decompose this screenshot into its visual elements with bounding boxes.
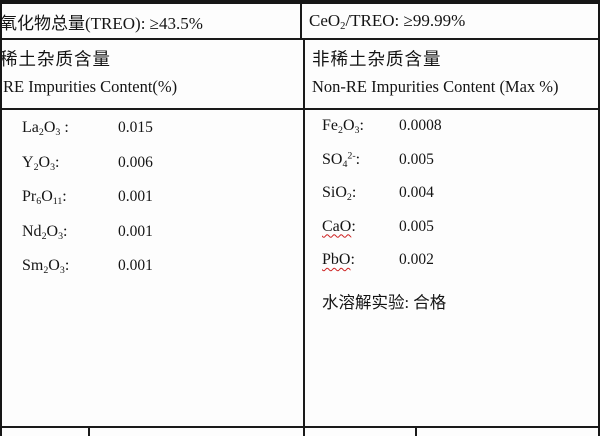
treo-total-cell: 氧化物总量(TREO): ≥43.5% xyxy=(0,4,302,38)
non-re-impurity-item: PbO: 0.002 xyxy=(322,251,598,285)
impurity-value: 0.005 xyxy=(399,217,434,235)
re-impurity-item: Y2O3: 0.006 xyxy=(22,154,303,189)
cutoff-next-row xyxy=(2,428,598,436)
non-re-impurity-item: SiO2: 0.004 xyxy=(322,184,598,218)
impurity-value: 0.002 xyxy=(399,251,434,268)
impurity-value: 0.001 xyxy=(118,188,153,205)
water-dissolution-test: 水溶解实验: 合格 xyxy=(322,293,447,312)
re-impurity-item: La2O3 : 0.015 xyxy=(22,119,303,154)
non-re-impurities-title-zh: 非稀土杂质含量 xyxy=(312,49,442,69)
re-impurity-item: Sm2O3: 0.001 xyxy=(22,257,303,292)
re-impurities-title-en: RE Impurities Content(%) xyxy=(3,77,178,96)
re-impurity-item: Pr6O11: 0.001 xyxy=(22,188,303,223)
stub-cell xyxy=(417,428,598,436)
ceo2-treo-text: CeO2/TREO: ≥99.99% xyxy=(309,11,466,33)
impurity-value: 0.0008 xyxy=(399,117,442,134)
totals-row: 氧化物总量(TREO): ≥43.5% CeO2/TREO: ≥99.99% xyxy=(2,4,598,40)
impurity-formula: PbO: xyxy=(322,251,355,268)
impurity-formula: Fe2O3: xyxy=(322,117,364,136)
impurity-formula: SO42-: xyxy=(322,150,361,170)
non-re-impurity-item: Fe2O3: 0.0008 xyxy=(322,117,598,151)
impurity-value: 0.005 xyxy=(399,150,434,168)
non-re-impurities-list: Fe2O3: 0.0008 SO42-: 0.005 SiO2: 0.004 xyxy=(322,117,598,285)
re-impurities-header-cell: 稀土杂质含量 RE Impurities Content(%) xyxy=(2,40,305,108)
re-impurities-title-zh: 稀土杂质含量 xyxy=(2,49,111,69)
impurity-value: 0.004 xyxy=(399,184,434,201)
non-re-impurity-item: CaO: 0.005 xyxy=(322,218,598,252)
impurity-data-row: La2O3 : 0.015 Y2O3: 0.006 Pr6O11: 0.001 … xyxy=(2,110,598,428)
impurity-value: 0.006 xyxy=(118,153,153,171)
impurity-value: 0.001 xyxy=(118,222,153,240)
impurity-formula: Y2O3: xyxy=(22,153,60,173)
impurity-formula: Nd2O3: xyxy=(22,222,68,242)
non-re-impurities-header-cell: 非稀土杂质含量 Non-RE Impurities Content (Max %… xyxy=(305,40,598,108)
non-re-impurities-title-en: Non-RE Impurities Content (Max %) xyxy=(312,77,559,96)
impurity-value: 0.015 xyxy=(118,119,153,136)
impurity-formula: CaO: xyxy=(322,217,356,235)
impurity-formula: SiO2: xyxy=(322,184,357,203)
ceo2-treo-cell: CeO2/TREO: ≥99.99% xyxy=(302,4,598,38)
impurity-value: 0.001 xyxy=(118,257,153,274)
non-re-impurity-item: SO42-: 0.005 xyxy=(322,151,598,185)
stub-cell xyxy=(305,428,417,436)
stub-cell xyxy=(2,428,90,436)
non-re-impurities-cell: Fe2O3: 0.0008 SO42-: 0.005 SiO2: 0.004 xyxy=(305,110,598,426)
impurity-formula: Sm2O3: xyxy=(22,257,70,276)
impurity-formula: La2O3 : xyxy=(22,119,69,138)
re-impurities-list: La2O3 : 0.015 Y2O3: 0.006 Pr6O11: 0.001 … xyxy=(2,110,305,426)
stub-cell xyxy=(90,428,305,436)
re-impurity-item: Nd2O3: 0.001 xyxy=(22,223,303,258)
section-headers-row: 稀土杂质含量 RE Impurities Content(%) 非稀土杂质含量 … xyxy=(2,40,598,110)
impurity-formula: Pr6O11: xyxy=(22,188,67,207)
treo-total-text: 氧化物总量(TREO): ≥43.5% xyxy=(0,13,203,33)
